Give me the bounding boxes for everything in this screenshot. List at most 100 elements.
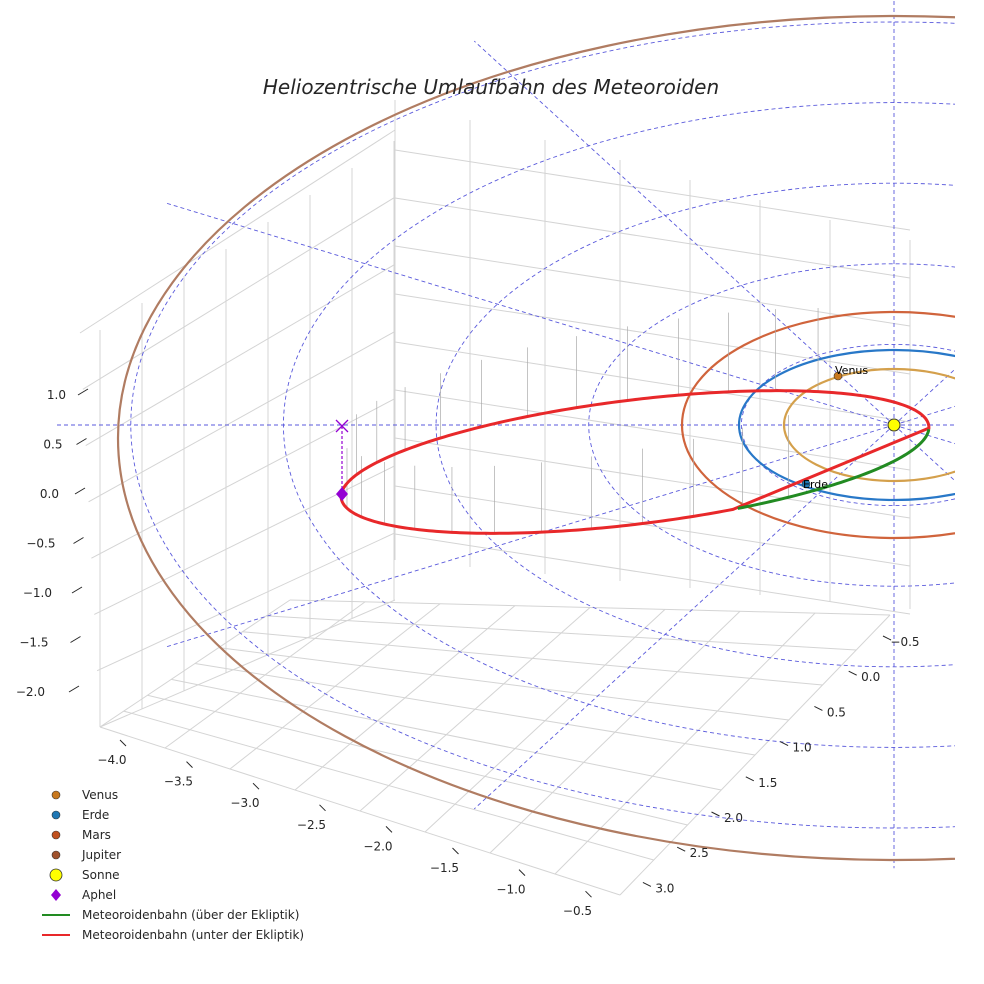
ecliptic-reference-grid <box>54 0 955 869</box>
y-tick-label: 2.5 <box>690 846 709 860</box>
legend-marker-circle <box>51 790 61 800</box>
y-tick-mark <box>676 846 686 852</box>
planet-label-venus: Venus <box>835 364 868 377</box>
meteoroid-orbit-above <box>737 428 931 510</box>
gridline <box>96 532 396 672</box>
legend-marker-sun <box>49 868 63 882</box>
axes: 1.0 0.5 0.0 −0.5 −1.0 −1.5 −2.0 −4.0 −3.5 −3.0 −2.… <box>16 388 920 918</box>
z-tick-mark <box>76 438 87 445</box>
legend-entry: Sonne <box>49 868 120 882</box>
legend-label: Aphel <box>82 888 116 902</box>
ecliptic-radial <box>166 424 895 648</box>
z-tick-mark <box>68 685 80 693</box>
gridline <box>394 533 911 615</box>
orbit-mars <box>680 310 955 540</box>
ecliptic-ring <box>588 263 955 587</box>
z-tick-label: −2.0 <box>16 685 45 699</box>
x-tick-mark <box>385 826 393 833</box>
y-tick-label: 1.0 <box>793 741 812 755</box>
gridline <box>619 614 891 896</box>
y-tick-mark <box>711 811 720 817</box>
gridline <box>229 603 441 770</box>
legend-marker-circle <box>51 810 61 820</box>
legend-label: Mars <box>82 828 111 842</box>
z-tick-mark <box>73 537 84 544</box>
legend-entry: Venus <box>51 788 118 802</box>
grid-layer <box>79 100 911 896</box>
legend-marker-circle <box>51 830 61 840</box>
gridline <box>394 437 911 519</box>
gridline <box>294 605 516 791</box>
z-tick-label: −1.0 <box>23 586 52 600</box>
z-tick-mark <box>70 636 81 643</box>
planet-label-erde: Erde <box>803 478 828 491</box>
ecliptic-radial <box>166 202 895 426</box>
x-tick-mark <box>119 739 127 747</box>
x-tick-mark <box>186 761 193 768</box>
z-tick-mark <box>71 586 83 594</box>
z-tick-mark <box>77 388 89 396</box>
ecliptic-radial <box>893 424 955 482</box>
aphel-projection-x <box>335 419 349 433</box>
orbit-jupiter <box>117 15 955 861</box>
x-tick-label: −2.0 <box>363 839 392 853</box>
gridline <box>82 196 396 390</box>
gridline <box>394 485 911 567</box>
y-tick-label: 0.5 <box>827 705 846 719</box>
legend-label: Jupiter <box>81 848 121 862</box>
gridline <box>85 263 396 447</box>
gridline <box>394 293 911 375</box>
y-tick-mark <box>745 776 755 782</box>
gridline <box>489 610 741 854</box>
x-tick-label: −2.5 <box>297 818 326 832</box>
gridline <box>88 330 396 503</box>
gridline <box>394 149 911 231</box>
legend-label: Venus <box>82 788 118 802</box>
gridline <box>394 245 911 327</box>
x-tick-label: −3.5 <box>164 775 193 789</box>
chart-title: Heliozentrische Umlaufbahn des Meteoroid… <box>263 75 719 99</box>
y-tick-label: 0.0 <box>861 670 880 684</box>
gridline <box>99 599 291 728</box>
legend-marker-circle <box>51 850 61 860</box>
legend-label: Sonne <box>82 868 120 882</box>
y-tick-label: −0.5 <box>890 635 919 649</box>
planet-marker-erde <box>801 479 811 489</box>
gridline <box>91 398 396 559</box>
gridline <box>359 607 591 812</box>
legend-label: Erde <box>82 808 109 822</box>
x-tick-label: −1.0 <box>496 883 525 897</box>
x-tick-label: −4.0 <box>97 753 126 767</box>
orbit-erde <box>737 348 955 502</box>
meteoroid-orbit-below <box>339 389 931 535</box>
y-tick-label: 3.0 <box>655 881 674 895</box>
gridline <box>99 599 396 728</box>
sun-marker <box>887 418 901 432</box>
y-tick-mark <box>848 670 857 676</box>
meteoroid-orbit: Venus Erde <box>335 308 931 535</box>
gridline <box>424 609 666 833</box>
legend-entry: Erde <box>51 808 109 822</box>
legend-entry: Aphel <box>51 888 116 902</box>
z-tick-label: −0.5 <box>26 537 55 551</box>
legend-entry: Meteoroidenbahn (unter der Ekliptik) <box>42 928 304 942</box>
legend-label: Meteoroidenbahn (unter der Ekliptik) <box>82 928 304 942</box>
legend-entry: Mars <box>51 828 111 842</box>
x-tick-label: −3.0 <box>230 796 259 810</box>
y-tick-label: 1.5 <box>758 776 777 790</box>
ecliptic-radial <box>893 368 955 426</box>
gridline <box>94 465 396 615</box>
ecliptic-radial <box>473 40 895 426</box>
z-tick-label: −1.5 <box>19 636 48 650</box>
x-tick-mark <box>252 782 260 790</box>
x-tick-label: −0.5 <box>563 904 592 918</box>
gridline <box>164 601 366 749</box>
y-tick-mark <box>882 635 892 641</box>
x-tick-mark <box>518 869 526 876</box>
y-tick-mark <box>642 881 652 887</box>
legend-entry: Meteoroidenbahn (über der Ekliptik) <box>42 908 299 922</box>
legend-label: Meteoroidenbahn (über der Ekliptik) <box>82 908 299 922</box>
y-tick-mark <box>814 705 823 711</box>
legend-entry: Jupiter <box>51 848 121 862</box>
